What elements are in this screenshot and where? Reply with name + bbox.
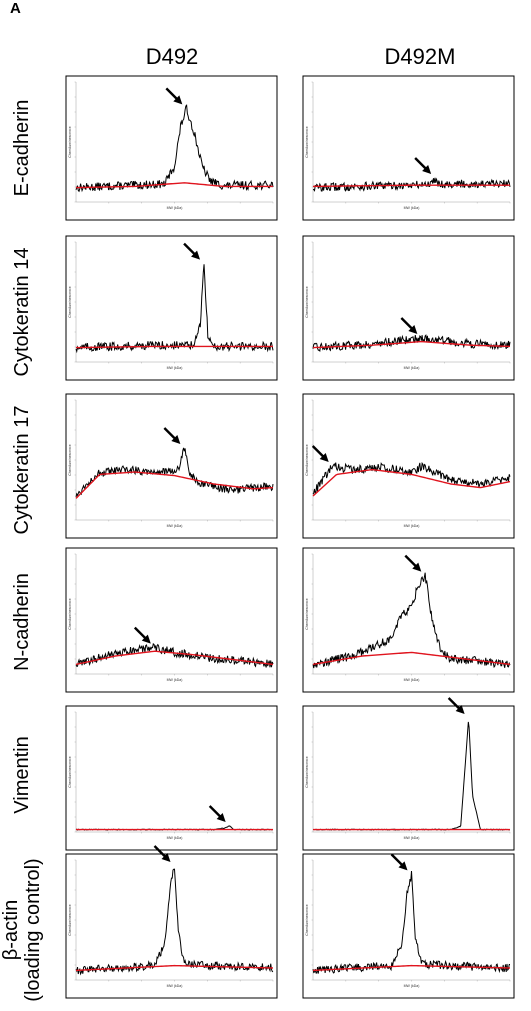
- arrow-head: [422, 165, 432, 174]
- baseline-fit: [312, 964, 511, 972]
- baseline-fit: [75, 182, 273, 189]
- x-axis-label: MW (kDa): [404, 524, 420, 528]
- blot-panel-2: MW (kDa) Chemiluminescence: [65, 235, 278, 381]
- y-axis-label: Chemiluminescence: [68, 444, 72, 476]
- panel-frame: [65, 853, 278, 999]
- blot-panel-4: MW (kDa) Chemiluminescence: [65, 393, 278, 539]
- blot-panel-10: MW (kDa) Chemiluminescence: [65, 845, 278, 999]
- blot-panel-11: MW (kDa) Chemiluminescence: [302, 853, 515, 999]
- arrow-head: [408, 325, 418, 334]
- arrow-head: [412, 562, 422, 572]
- arrow-head: [455, 705, 465, 714]
- x-axis-label: MW (kDa): [404, 366, 420, 370]
- blot-panel-3: MW (kDa) Chemiluminescence: [302, 235, 515, 381]
- x-axis-label: MW (kDa): [167, 984, 183, 988]
- y-axis-label: Chemiluminescence: [305, 904, 309, 936]
- y-axis-label: Chemiluminescence: [305, 126, 309, 158]
- arrow-head: [171, 435, 181, 444]
- x-axis-label: MW (kDa): [404, 206, 420, 210]
- x-axis-label: MW (kDa): [404, 678, 420, 682]
- y-axis-label: Chemiluminescence: [68, 286, 72, 318]
- panel-frame: [65, 547, 278, 693]
- blot-panel-6: MW (kDa) Chemiluminescence: [65, 547, 278, 693]
- signal-trace: [75, 447, 274, 498]
- panel-frame: [65, 705, 278, 851]
- signal-trace: [312, 572, 511, 669]
- baseline-fit: [312, 340, 511, 349]
- x-axis-label: MW (kDa): [167, 678, 183, 682]
- y-axis-label: Chemiluminescence: [68, 598, 72, 630]
- x-axis-label: MW (kDa): [404, 984, 420, 988]
- arrow-head: [161, 853, 171, 862]
- x-axis-label: MW (kDa): [167, 206, 183, 210]
- signal-trace: [312, 334, 511, 353]
- panel-frame: [302, 75, 515, 221]
- baseline-fit: [312, 184, 510, 188]
- baseline-fit: [312, 468, 511, 497]
- panel-frame: [65, 235, 278, 381]
- panel-frame: [65, 75, 278, 221]
- panel-frame: [65, 393, 278, 539]
- baseline-fit: [75, 471, 274, 499]
- y-axis-label: Chemiluminescence: [305, 444, 309, 476]
- blot-panel-8: MW (kDa) Chemiluminescence: [65, 705, 278, 851]
- signal-trace: [75, 264, 274, 354]
- panel-label: A: [10, 0, 21, 17]
- arrow-head: [191, 250, 201, 260]
- arrow-head: [216, 813, 226, 822]
- baseline-fit: [75, 650, 274, 666]
- x-axis-label: MW (kDa): [167, 524, 183, 528]
- baseline-fit: [312, 651, 511, 666]
- x-axis-label: MW (kDa): [167, 836, 183, 840]
- signal-trace: [312, 177, 511, 192]
- y-axis-label: Chemiluminescence: [68, 126, 72, 158]
- panel-frame: [302, 235, 515, 381]
- y-axis-label: Chemiluminescence: [68, 756, 72, 788]
- y-axis-label: Chemiluminescence: [305, 756, 309, 788]
- x-axis-label: MW (kDa): [404, 836, 420, 840]
- column-header-d492: D492: [145, 44, 199, 69]
- arrow-head: [141, 634, 151, 644]
- baseline-fit: [75, 345, 273, 349]
- blot-panel-5: MW (kDa) Chemiluminescence: [302, 393, 515, 539]
- baseline-fit: [75, 964, 274, 972]
- arrow-head: [173, 95, 183, 105]
- blot-panel-7: MW (kDa) Chemiluminescence: [302, 547, 515, 693]
- y-axis-label: Chemiluminescence: [68, 904, 72, 936]
- y-axis-label: Chemiluminescence: [305, 286, 309, 318]
- blot-panel-9: MW (kDa) Chemiluminescence: [302, 697, 515, 851]
- panel-frame: [302, 853, 515, 999]
- arrow-head: [319, 453, 329, 462]
- blot-panel-1: MW (kDa) Chemiluminescence: [302, 75, 515, 221]
- panel-frame: [302, 547, 515, 693]
- column-header-d492m: D492M: [384, 44, 456, 69]
- y-axis-label: Chemiluminescence: [305, 598, 309, 630]
- blot-panel-0: MW (kDa) Chemiluminescence: [65, 75, 278, 221]
- panel-frame: [302, 705, 515, 851]
- arrow-head: [398, 861, 408, 871]
- x-axis-label: MW (kDa): [167, 366, 183, 370]
